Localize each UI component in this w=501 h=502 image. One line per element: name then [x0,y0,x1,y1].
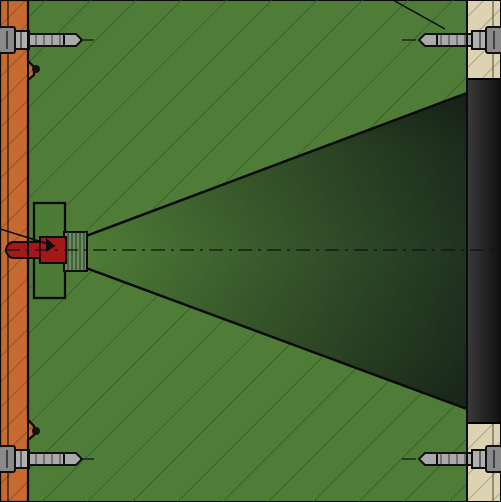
leader-line [392,0,446,30]
fastener-holes [32,65,40,435]
conical-cavity [85,91,468,411]
center-lines [6,39,501,460]
threaded-insert [63,231,88,272]
right-plate [466,0,501,502]
